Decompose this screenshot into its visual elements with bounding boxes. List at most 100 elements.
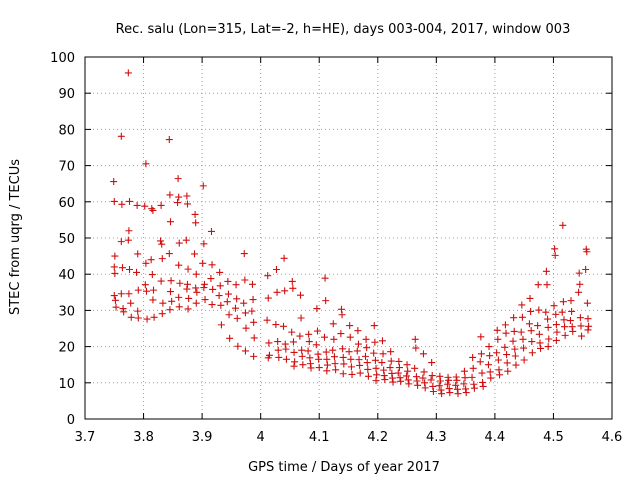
data-point [510,327,518,335]
grid-lines [85,57,612,419]
data-point [264,294,272,302]
y-tick-label: 80 [58,123,75,138]
data-point [282,355,290,363]
data-point [134,250,142,258]
data-point [551,251,559,259]
data-point [370,322,378,330]
data-point [313,327,321,335]
data-point [200,240,208,248]
data-point [558,308,566,316]
data-point [453,376,461,384]
data-point [380,372,388,380]
data-point [438,390,446,398]
data-point [124,69,132,77]
x-tick-label: 4.2 [367,430,388,445]
data-point [323,367,331,375]
data-point [404,376,412,384]
data-point [184,305,192,313]
data-point [315,364,323,372]
data-point [290,348,298,356]
data-point [576,280,584,288]
data-point [313,305,321,313]
data-point [199,259,207,267]
y-tick-label: 10 [58,377,75,392]
data-point [168,297,176,305]
data-point [241,276,249,284]
data-point [217,321,225,329]
data-point [345,348,353,356]
data-point [175,239,183,247]
data-point [397,377,405,385]
data-point [428,359,436,367]
data-point [461,374,469,382]
data-point [184,265,192,273]
x-tick-label: 4.4 [485,430,506,445]
data-point [462,389,470,397]
data-point [249,296,257,304]
data-point [265,339,273,347]
data-point [110,197,118,205]
data-point [223,298,231,306]
data-point [544,315,552,323]
data-point [370,349,378,357]
data-point [339,370,347,378]
data-point [552,310,560,318]
data-point [241,347,249,355]
y-tick-label: 50 [58,232,75,247]
data-point [470,380,478,388]
data-point [159,299,167,307]
data-point [142,259,150,267]
data-point [420,368,428,376]
data-point [288,277,296,285]
data-point [421,384,429,392]
data-point [503,351,511,359]
data-point [192,219,200,227]
x-tick-label: 4.6 [602,430,623,445]
data-point [534,322,542,330]
x-tick-label: 3.7 [75,430,96,445]
data-point [231,304,239,312]
data-point [307,364,315,372]
data-point [479,378,487,386]
data-point [338,311,346,319]
data-point [329,346,337,354]
data-point [263,316,271,324]
data-point [403,361,411,369]
data-point [436,372,444,380]
data-point [126,197,134,205]
data-point [142,160,150,168]
data-point [280,254,288,262]
data-point [201,296,209,304]
data-point [429,382,437,390]
data-point [150,286,158,294]
data-point [419,374,427,382]
data-point [305,338,313,346]
data-point [323,355,331,363]
data-point [183,280,191,288]
data-point [394,369,402,377]
data-point [274,338,282,346]
data-point [296,332,304,340]
data-point [371,338,379,346]
data-point [314,350,322,358]
data-point [226,334,234,342]
data-point [494,356,502,364]
data-point [340,360,348,368]
data-point [544,343,552,351]
data-point [550,302,558,310]
data-point [312,341,320,349]
data-point [411,364,419,372]
data-point [363,344,371,352]
data-point [183,192,191,200]
data-point [209,285,217,293]
data-point [443,380,451,388]
data-point [584,315,592,323]
data-point [412,344,420,352]
data-point [371,356,379,364]
data-point [511,352,519,360]
data-point [566,317,574,325]
data-point [157,237,165,245]
data-point [158,255,166,263]
data-point [568,323,576,331]
data-point [134,307,142,315]
